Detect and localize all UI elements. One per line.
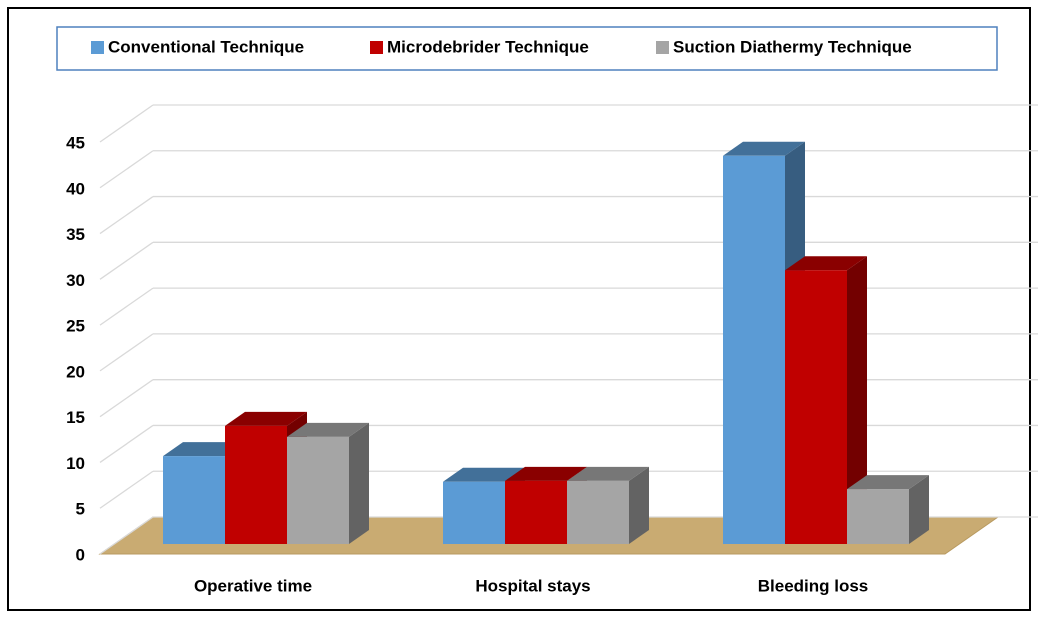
legend-swatch [656, 41, 669, 54]
bar-top [287, 422, 369, 437]
wall-grid-line [99, 333, 154, 372]
legend-swatch [370, 41, 383, 54]
y-tick-label: 10 [66, 454, 85, 473]
legend: Conventional Technique Microdebrider Tech… [91, 37, 912, 56]
y-tick-label: 45 [66, 133, 85, 152]
bar [163, 456, 225, 544]
wall-grid-line [99, 287, 154, 326]
y-tick-label: 5 [76, 500, 85, 519]
bar-top [785, 256, 867, 271]
wall-grid-line [99, 424, 154, 463]
bar-side [629, 466, 649, 544]
bar-top [505, 466, 587, 481]
bar-side [909, 475, 929, 544]
x-tick-label: Bleeding loss [758, 576, 869, 595]
bar [567, 480, 629, 544]
y-tick-label: 0 [76, 545, 85, 564]
bar-top [723, 141, 805, 156]
y-tick-label: 20 [66, 362, 85, 381]
y-tick-label: 25 [66, 317, 85, 336]
wall-grid-line [99, 470, 154, 509]
legend-label: Conventional Technique [108, 37, 304, 56]
bar [723, 155, 785, 544]
bar-top [847, 475, 929, 490]
legend-label: Microdebrider Technique [387, 37, 589, 56]
bar [505, 480, 567, 544]
bar [847, 489, 909, 544]
y-tick-label: 15 [66, 408, 85, 427]
legend-box [56, 26, 998, 71]
bar-side [349, 422, 369, 544]
wall-grid-line [99, 196, 154, 235]
y-tick-label: 40 [66, 179, 85, 198]
y-tick-label: 35 [66, 225, 85, 244]
bar [287, 436, 349, 544]
bar [785, 270, 847, 544]
bar-top [567, 466, 649, 481]
legend-swatch [91, 41, 104, 54]
y-tick-label: 30 [66, 271, 85, 290]
bar-top [225, 411, 307, 426]
wall-grid-line [99, 516, 154, 555]
bar-top [443, 467, 525, 482]
wall-grid-line [99, 150, 154, 189]
wall-grid-line [99, 379, 154, 418]
x-tick-label: Hospital stays [475, 576, 590, 595]
bar-top [163, 442, 245, 457]
wall-grid-line [99, 104, 154, 143]
bar [443, 481, 505, 544]
legend-label: Suction Diathermy Technique [673, 37, 912, 56]
bar [225, 425, 287, 544]
x-tick-label: Operative time [194, 576, 312, 595]
bar-side [847, 256, 867, 544]
wall-grid-line [99, 241, 154, 280]
